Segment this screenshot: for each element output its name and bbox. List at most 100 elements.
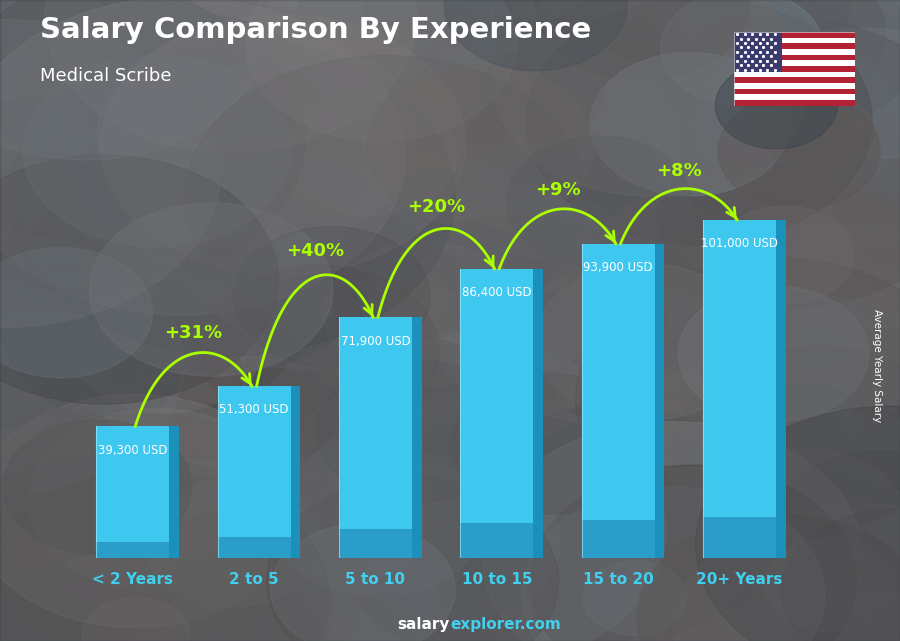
Polygon shape: [654, 244, 664, 558]
Circle shape: [96, 510, 408, 641]
Circle shape: [535, 278, 749, 431]
Circle shape: [0, 172, 378, 444]
Circle shape: [372, 311, 674, 526]
Circle shape: [4, 0, 210, 126]
Circle shape: [25, 0, 284, 163]
Circle shape: [0, 240, 223, 529]
Circle shape: [0, 0, 295, 204]
Circle shape: [82, 597, 189, 641]
Circle shape: [676, 35, 770, 102]
Circle shape: [700, 294, 900, 442]
Circle shape: [8, 0, 431, 206]
Circle shape: [480, 47, 605, 137]
Circle shape: [127, 167, 332, 313]
Circle shape: [247, 517, 529, 641]
Bar: [734, 66, 855, 72]
Circle shape: [70, 76, 461, 355]
Text: Salary Comparison By Experience: Salary Comparison By Experience: [40, 16, 592, 44]
Circle shape: [679, 286, 868, 422]
Circle shape: [0, 474, 384, 641]
Circle shape: [526, 322, 864, 562]
Circle shape: [0, 0, 405, 315]
Circle shape: [512, 25, 896, 298]
Circle shape: [269, 151, 365, 219]
Text: 101,000 USD: 101,000 USD: [701, 237, 778, 250]
Circle shape: [75, 426, 222, 531]
Circle shape: [0, 0, 238, 169]
Circle shape: [715, 474, 900, 641]
Circle shape: [282, 395, 666, 641]
Circle shape: [691, 44, 900, 197]
Circle shape: [236, 555, 337, 627]
Circle shape: [217, 394, 518, 609]
Circle shape: [0, 379, 201, 603]
Bar: [734, 38, 855, 44]
Circle shape: [660, 69, 833, 192]
Bar: [734, 100, 855, 106]
Circle shape: [341, 108, 444, 181]
Circle shape: [0, 0, 214, 153]
Circle shape: [62, 514, 352, 641]
Circle shape: [454, 25, 705, 203]
Circle shape: [0, 391, 140, 572]
Circle shape: [746, 83, 900, 300]
Circle shape: [255, 387, 401, 492]
Circle shape: [233, 226, 430, 367]
Circle shape: [781, 509, 900, 641]
Bar: [703, 517, 776, 558]
Circle shape: [450, 335, 692, 507]
Circle shape: [500, 0, 693, 97]
Bar: [734, 44, 855, 49]
Circle shape: [583, 8, 773, 144]
Circle shape: [54, 0, 425, 152]
Circle shape: [358, 15, 770, 309]
Text: explorer.com: explorer.com: [450, 617, 561, 633]
Circle shape: [430, 297, 655, 456]
Circle shape: [385, 297, 635, 476]
Circle shape: [761, 284, 900, 399]
Circle shape: [675, 279, 900, 533]
Circle shape: [297, 450, 693, 641]
Circle shape: [493, 0, 716, 105]
Circle shape: [171, 458, 271, 529]
Circle shape: [619, 35, 812, 172]
Circle shape: [86, 15, 320, 181]
Bar: [218, 537, 291, 558]
Bar: [461, 269, 533, 558]
Circle shape: [574, 88, 900, 358]
Circle shape: [0, 20, 220, 327]
Circle shape: [259, 538, 392, 632]
Circle shape: [620, 124, 900, 406]
Circle shape: [663, 0, 900, 167]
Circle shape: [266, 478, 559, 641]
Circle shape: [718, 94, 880, 209]
Circle shape: [472, 96, 868, 378]
Circle shape: [494, 356, 900, 641]
Circle shape: [374, 381, 693, 609]
Circle shape: [536, 0, 749, 80]
Circle shape: [173, 461, 535, 641]
Circle shape: [140, 558, 285, 641]
Circle shape: [635, 185, 900, 409]
Text: salary: salary: [398, 617, 450, 633]
Circle shape: [758, 385, 862, 458]
Circle shape: [507, 184, 775, 376]
Circle shape: [670, 0, 886, 110]
Circle shape: [136, 553, 306, 641]
Circle shape: [40, 127, 253, 278]
Circle shape: [528, 451, 747, 606]
Circle shape: [694, 145, 900, 424]
Circle shape: [214, 417, 351, 515]
Circle shape: [254, 334, 531, 532]
Circle shape: [148, 319, 384, 487]
Circle shape: [321, 395, 531, 544]
Bar: [339, 529, 412, 558]
Circle shape: [763, 93, 875, 172]
Circle shape: [163, 183, 519, 437]
Text: 86,400 USD: 86,400 USD: [462, 286, 532, 299]
Text: 71,900 USD: 71,900 USD: [340, 335, 410, 347]
Bar: [734, 78, 855, 83]
Circle shape: [480, 192, 618, 290]
Circle shape: [97, 23, 415, 249]
Circle shape: [356, 506, 536, 635]
